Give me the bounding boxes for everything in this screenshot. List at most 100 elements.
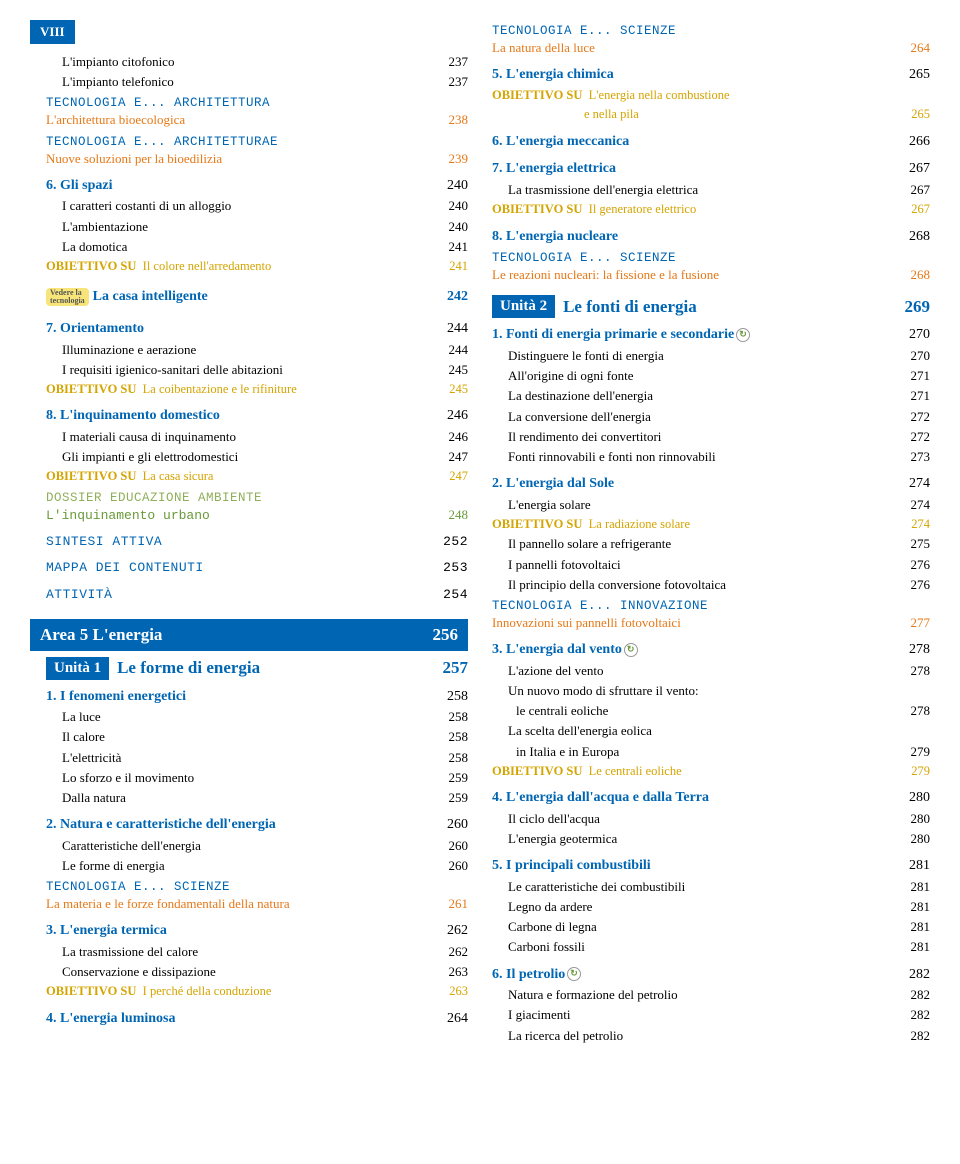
toc-label: La ricerca del petrolio (508, 1027, 902, 1045)
toc-label: 7. Orientamento (46, 319, 440, 339)
obiettivo-prefix: OBIETTIVO SU (46, 469, 136, 483)
toc-line: La destinazione dell'energia271 (492, 386, 930, 406)
toc-line: Il principio della conversione fotovolta… (492, 575, 930, 595)
toc-page: 254 (440, 586, 468, 604)
toc-line: L'impianto telefonico237 (30, 72, 468, 92)
obiettivo-line: OBIETTIVO SU La coibentazione e le rifin… (30, 380, 468, 400)
unita-bar: Unità 1 Le forme di energia 257 (30, 657, 468, 680)
recycle-icon (624, 643, 640, 657)
toc-label: La materia e le forze fondamentali della… (46, 895, 440, 913)
toc-page: 267 (902, 201, 930, 219)
toc-label: Distinguere le fonti di energia (508, 347, 902, 365)
toc-line: La materia e le forze fondamentali della… (30, 894, 468, 914)
obiettivo-prefix: OBIETTIVO SU (46, 984, 136, 998)
toc-page: 247 (440, 448, 468, 466)
section-heading: 7. Orientamento244 (30, 318, 468, 340)
toc-line: Il ciclo dell'acqua280 (492, 809, 930, 829)
toc-page: 272 (902, 428, 930, 446)
toc-page: 272 (902, 408, 930, 426)
toc-label: Un nuovo modo di sfruttare il vento: (508, 682, 930, 700)
toc-page: 258 (440, 728, 468, 746)
toc-label: Il principio della conversione fotovolta… (508, 576, 902, 594)
recycle-icon (736, 328, 752, 342)
tech-heading: TECNOLOGIA E... SCIENZE (492, 251, 930, 265)
toc-label: Il colore nell'arredamento (143, 259, 272, 273)
toc-line: I materiali causa di inquinamento246 (30, 427, 468, 447)
toc-page: 281 (902, 878, 930, 896)
attivita-line: ATTIVITÀ254 (30, 585, 468, 605)
tech-heading: TECNOLOGIA E... SCIENZE (30, 880, 468, 894)
section-heading: 7. L'energia elettrica267 (492, 158, 930, 180)
toc-page: 270 (902, 347, 930, 365)
toc-label: MAPPA DEI CONTENUTI (46, 559, 440, 577)
section-heading: 4. L'energia dall'acqua e dalla Terra280 (492, 787, 930, 809)
toc-label: Innovazioni sui pannelli fotovoltaici (492, 614, 902, 632)
toc-label: L'elettricità (62, 749, 440, 767)
toc-page: 245 (440, 381, 468, 399)
toc-label: I materiali causa di inquinamento (62, 428, 440, 446)
toc-page: 279 (902, 743, 930, 761)
toc-line: Il calore258 (30, 727, 468, 747)
toc-page: 244 (440, 319, 468, 339)
toc-page: 263 (440, 963, 468, 981)
toc-label: I perché della conduzione (143, 984, 272, 998)
toc-page: 246 (440, 406, 468, 426)
toc-page: 263 (440, 983, 468, 1001)
obiettivo-line-cont: e nella pila265 (492, 105, 930, 125)
toc-label: La radiazione solare (589, 517, 690, 531)
toc-label: Caratteristiche dell'energia (62, 837, 440, 855)
toc-label: 5. I principali combustibili (492, 856, 902, 876)
toc-line: in Italia e in Europa279 (492, 742, 930, 762)
toc-label: Nuove soluzioni per la bioedilizia (46, 150, 440, 168)
recycle-icon (567, 967, 583, 981)
toc-line: Le caratteristiche dei combustibili281 (492, 877, 930, 897)
toc-line: Il pannello solare a refrigerante275 (492, 534, 930, 554)
tech-heading: TECNOLOGIA E... INNOVAZIONE (492, 599, 930, 613)
toc-label: 4. L'energia dall'acqua e dalla Terra (492, 788, 902, 808)
toc-line: Carbone di legna281 (492, 917, 930, 937)
toc-page: 240 (440, 176, 468, 196)
toc-page: 240 (440, 197, 468, 215)
toc-line: Le reazioni nucleari: la fissione e la f… (492, 265, 930, 285)
tech-heading: TECNOLOGIA E... ARCHITETTURAE (30, 135, 468, 149)
toc-line: Fonti rinnovabili e fonti non rinnovabil… (492, 447, 930, 467)
toc-label: La scelta dell'energia eolica (508, 722, 930, 740)
toc-page: 248 (440, 506, 468, 524)
area-bar: Area 5 L'energia256 (30, 619, 468, 651)
toc-page: 276 (902, 556, 930, 574)
toc-line: La domotica241 (30, 237, 468, 257)
toc-line: Carboni fossili281 (492, 937, 930, 957)
toc-page: 239 (440, 150, 468, 168)
toc-label: ATTIVITÀ (46, 586, 440, 604)
toc-page: 260 (440, 815, 468, 835)
toc-page: 264 (440, 1009, 468, 1029)
toc-label: Natura e formazione del petrolio (508, 986, 902, 1004)
toc-line: L'impianto citofonico237 (30, 52, 468, 72)
obiettivo-line: OBIETTIVO SU Il colore nell'arredamento2… (30, 257, 468, 277)
toc-label: Dalla natura (62, 789, 440, 807)
toc-line: Un nuovo modo di sfruttare il vento: (492, 681, 930, 701)
toc-label: Carbone di legna (508, 918, 902, 936)
section-heading: 3. L'energia termica262 (30, 920, 468, 942)
toc-label: 1. Fonti di energia primarie e secondari… (492, 327, 734, 342)
toc-page: 271 (902, 387, 930, 405)
toc-label: Le forme di energia (62, 857, 440, 875)
tech-heading: TECNOLOGIA E... SCIENZE (492, 24, 930, 38)
toc-label: L'energia geotermica (508, 830, 902, 848)
toc-line: Gli impianti e gli elettrodomestici247 (30, 447, 468, 467)
toc-page: 280 (902, 788, 930, 808)
section-heading: 6. Il petrolio282 (492, 964, 930, 986)
toc-page: 282 (902, 1006, 930, 1024)
toc-page: 237 (440, 53, 468, 71)
toc-page: 278 (902, 640, 930, 660)
toc-page: 258 (440, 749, 468, 767)
toc-label: 6. L'energia meccanica (492, 132, 902, 152)
toc-line: I caratteri costanti di un alloggio240 (30, 196, 468, 216)
unita-title: Le fonti di energia (563, 297, 904, 317)
toc-page: 237 (440, 73, 468, 91)
left-column: VIII L'impianto citofonico237 L'impianto… (30, 20, 468, 1046)
toc-label: Le reazioni nucleari: la fissione e la f… (492, 266, 902, 284)
toc-line: La trasmissione del calore262 (30, 942, 468, 962)
toc-label: 7. L'energia elettrica (492, 159, 902, 179)
area-page: 256 (433, 625, 459, 645)
